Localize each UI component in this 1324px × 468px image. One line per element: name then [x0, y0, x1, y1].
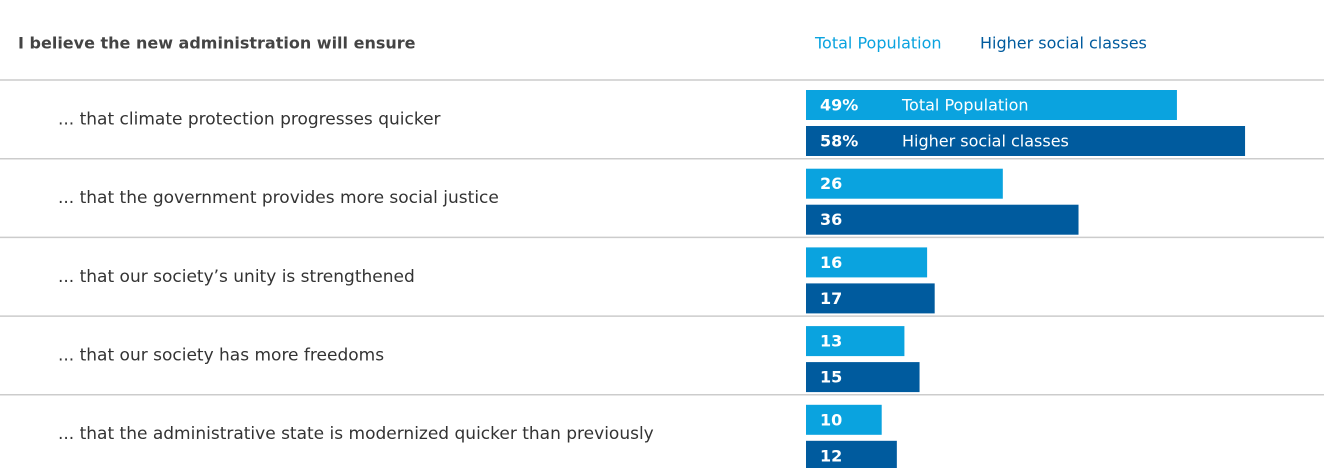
legend-entry: Higher social classes [980, 34, 1147, 53]
category-label: ... that our society has more freedoms [58, 345, 384, 365]
bar [806, 90, 1177, 120]
legend-entry: Total Population [814, 34, 942, 53]
value-label: 13 [820, 332, 842, 351]
value-label: 12 [820, 446, 842, 465]
bar [806, 326, 905, 357]
value-label: 36 [820, 210, 842, 229]
bar [806, 440, 897, 468]
bar [806, 204, 1079, 235]
bar [806, 126, 1246, 156]
value-label: 26 [820, 174, 842, 193]
value-label: 49% [820, 96, 858, 115]
bar [806, 168, 1003, 199]
bar-series-label: Higher social classes [902, 132, 1069, 151]
chart-title: I believe the new administration will en… [18, 34, 416, 53]
bar [806, 362, 920, 393]
bar [806, 404, 882, 435]
bar-series-label: Total Population [901, 96, 1029, 115]
bar [806, 247, 928, 278]
value-label: 15 [820, 368, 842, 387]
value-label: 16 [820, 253, 842, 272]
category-label: ... that the administrative state is mod… [58, 424, 654, 444]
category-label: ... that the government provides more so… [58, 188, 499, 208]
value-label: 58% [820, 132, 858, 151]
value-label: 17 [820, 289, 842, 308]
category-label: ... that climate protection progresses q… [58, 109, 441, 129]
bar [806, 283, 935, 314]
category-label: ... that our society’s unity is strength… [58, 267, 415, 287]
value-label: 10 [820, 410, 842, 429]
